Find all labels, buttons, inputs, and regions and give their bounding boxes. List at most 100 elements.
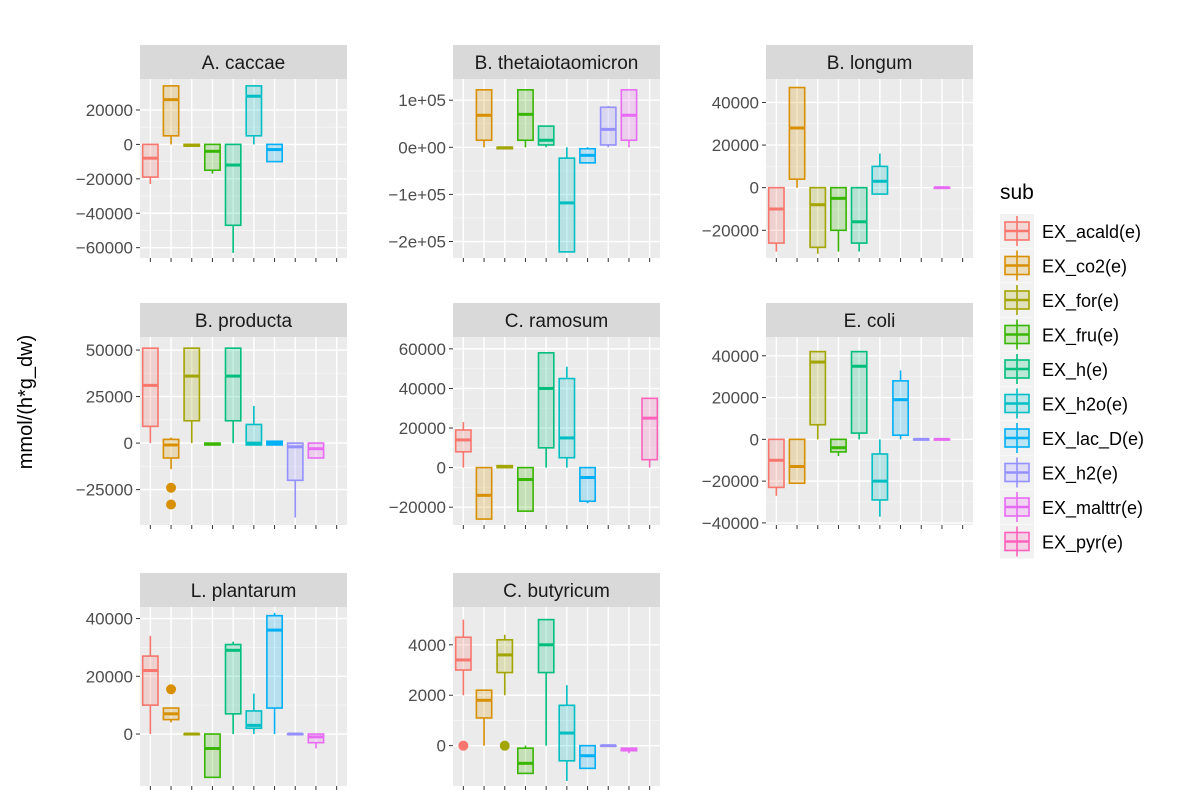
legend-label: EX_fru(e) [1042, 326, 1119, 347]
box-EX_h2(e) [286, 442, 304, 518]
box-body [892, 380, 910, 436]
box-body [537, 352, 555, 449]
box-EX_fru(e) [203, 733, 221, 779]
y-tick-label: 40000 [712, 93, 759, 112]
outlier-point [166, 499, 177, 510]
box-EX_malttr(e) [933, 186, 951, 190]
box-body [307, 442, 325, 459]
box-body [809, 350, 827, 426]
panel-6: L. plantarum 40000 20000 0 [86, 573, 347, 790]
box-body [162, 85, 180, 137]
panel-4: C. ramosum 60000 40000 20000 0 −20000 [389, 303, 660, 529]
y-tick-label: 40000 [712, 347, 759, 366]
box-body [516, 466, 534, 512]
y-tick-label: 4000 [408, 636, 446, 655]
box-EX_lac_D(e) [579, 147, 597, 164]
box-EX_lac_D(e) [579, 466, 597, 504]
box-body [203, 733, 221, 779]
box-body [788, 438, 806, 485]
box-EX_co2(e) [475, 89, 493, 148]
box-body [266, 143, 284, 163]
box-body [245, 85, 263, 137]
box-EX_malttr(e) [933, 437, 951, 441]
box-body [245, 423, 263, 446]
box-EX_co2(e) [475, 466, 493, 520]
panel-title: B. longum [827, 53, 913, 74]
box-EX_fru(e) [516, 745, 534, 775]
box-EX_for(e) [809, 186, 827, 254]
panel-title: C. butyricum [503, 581, 610, 602]
box-EX_for(e) [496, 634, 514, 751]
box-EX_h2o(e) [871, 153, 889, 195]
box-EX_h2o(e) [245, 85, 263, 145]
box-EX_acald(e) [454, 619, 472, 751]
y-tick-label: 0 [437, 459, 446, 478]
outlier-point [458, 740, 469, 751]
box-body [641, 397, 659, 461]
box-EX_malttr(e) [620, 747, 638, 754]
legend-label: EX_lac_D(e) [1042, 429, 1144, 450]
box-EX_fru(e) [516, 466, 534, 512]
y-tick-label: −60000 [76, 239, 133, 258]
box-EX_for(e) [183, 732, 201, 736]
y-tick-label: 50000 [86, 341, 133, 360]
panel-title: B. thetaiotaomicron [475, 53, 639, 74]
box-EX_malttr(e) [620, 89, 638, 148]
legend-label: EX_h(e) [1042, 360, 1108, 381]
y-tick-label: 25000 [86, 388, 133, 407]
legend-keys: EX_acald(e) EX_co2(e) EX_for(e) EX_fru(e) EX… [1000, 214, 1144, 559]
panel-2: B. longum 40000 20000 0 −20000 [702, 45, 973, 262]
legend-label: EX_h2o(e) [1042, 395, 1128, 416]
y-tick-label: −20000 [76, 170, 133, 189]
panel-title: C. ramosum [505, 311, 608, 332]
panel-background [453, 79, 660, 258]
panel-5: E. coli 40000 20000 0 −20000 −40000 [702, 303, 973, 533]
box-body [203, 143, 221, 172]
legend-label: EX_for(e) [1042, 291, 1119, 312]
box-EX_co2(e) [788, 86, 806, 188]
outlier-point [166, 684, 177, 695]
y-tick-label: −20000 [702, 472, 759, 491]
box-EX_for(e) [183, 143, 201, 147]
box-body [599, 106, 617, 146]
legend-key-EX_h2(e): EX_h2(e) [1000, 455, 1118, 490]
legend-label: EX_pyr(e) [1042, 533, 1123, 554]
box-EX_h(e) [850, 186, 868, 252]
panel-background [140, 607, 347, 786]
box-EX_malttr(e) [307, 733, 325, 749]
box-body [767, 186, 785, 244]
panel-strip [453, 573, 660, 607]
legend-key-EX_acald(e): EX_acald(e) [1000, 214, 1141, 248]
legend-key-EX_co2(e): EX_co2(e) [1000, 248, 1127, 283]
legend-key-EX_malttr(e): EX_malttr(e) [1000, 490, 1143, 524]
panel-title: E. coli [844, 311, 896, 332]
box-EX_fru(e) [829, 438, 847, 457]
legend-key-EX_h2o(e): EX_h2o(e) [1000, 386, 1128, 421]
y-tick-label: 20000 [712, 136, 759, 155]
box-EX_lac_D(e) [266, 612, 284, 735]
box-EX_h2(e) [599, 744, 617, 748]
y-tick-label: 0 [124, 725, 133, 744]
y-tick-label: −2e+05 [388, 233, 446, 252]
box-EX_for(e) [183, 347, 201, 444]
outlier-point [166, 482, 177, 493]
outlier-point [499, 740, 510, 751]
box-EX_fru(e) [203, 442, 221, 446]
box-EX_for(e) [809, 350, 827, 440]
box-EX_h(e) [224, 347, 242, 444]
box-body [286, 442, 304, 482]
box-EX_acald(e) [141, 347, 159, 444]
y-tick-label: −20000 [702, 221, 759, 240]
box-EX_h(e) [224, 143, 242, 253]
box-EX_acald(e) [141, 143, 159, 184]
box-EX_h(e) [850, 350, 868, 440]
box-body [224, 143, 242, 227]
box-EX_h2o(e) [245, 405, 263, 446]
y-tick-label: 20000 [712, 389, 759, 408]
box-EX_fru(e) [203, 143, 221, 174]
box-EX_lac_D(e) [266, 440, 284, 446]
panel-background [766, 337, 973, 525]
box-EX_malttr(e) [307, 442, 325, 459]
box-body [141, 655, 159, 706]
